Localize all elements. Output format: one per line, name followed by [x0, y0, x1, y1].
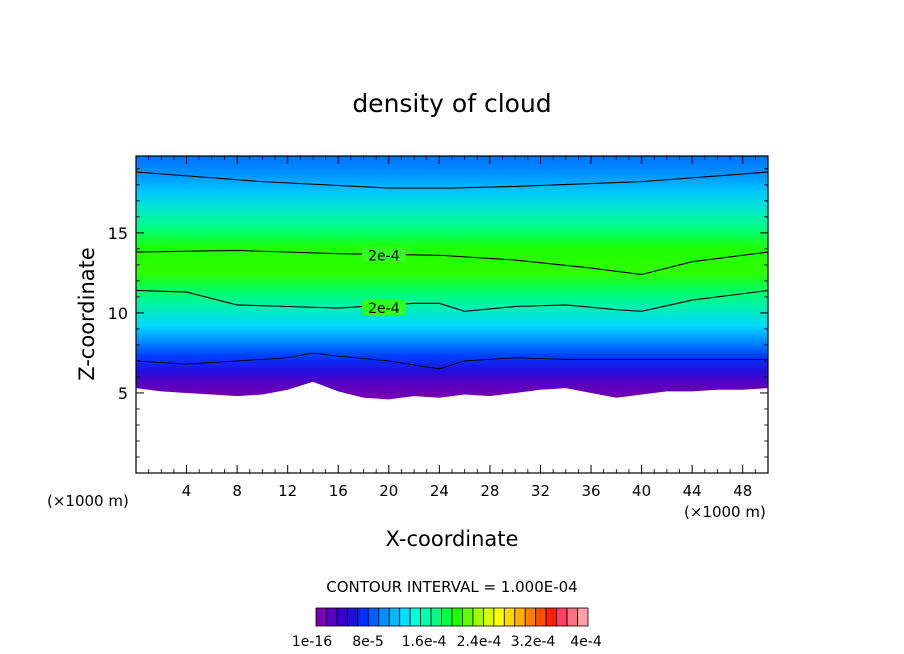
contour-line: [136, 352, 768, 370]
x-unit-left: (×1000 m): [47, 492, 129, 510]
colorbar-swatch: [556, 607, 568, 627]
plot-area: 2e-4 2e-4: [136, 156, 768, 400]
colorbar-swatch: [441, 607, 453, 627]
x-unit-right: (×1000 m): [684, 503, 766, 521]
colorbar-swatch: [378, 607, 390, 627]
x-tick-label: 44: [683, 482, 702, 500]
colorbar-swatch: [326, 607, 338, 627]
contour-line: [136, 249, 768, 276]
x-tick-label: 16: [329, 482, 348, 500]
contour-label-bg: [361, 247, 406, 263]
colorbar-swatch: [566, 607, 578, 627]
colorbar-swatch: [577, 607, 589, 627]
colorbar-swatch: [451, 607, 463, 627]
y-tick-label: 15: [108, 224, 128, 243]
colorbar-swatch: [493, 607, 505, 627]
y-axis-label: Z-coordinate: [75, 247, 99, 381]
x-tick-label: 48: [733, 482, 752, 500]
colorbar-swatch: [420, 607, 432, 627]
x-tick-label: 4: [182, 482, 192, 500]
x-tick-label: 40: [632, 482, 651, 500]
x-tick-label: 32: [531, 482, 550, 500]
colorbar-swatch: [388, 607, 401, 627]
colorbar-swatch: [514, 607, 526, 627]
x-tick-label: 24: [430, 482, 449, 500]
colorbar-swatch: [430, 607, 442, 627]
colorbar-label: 1e-16: [292, 634, 332, 650]
x-tick-label: 20: [379, 482, 398, 500]
x-tick-label: 8: [232, 482, 242, 500]
colorbar-label: 2.4e-4: [457, 634, 502, 650]
colorbar-swatch: [535, 607, 547, 627]
y-tick-label: 5: [118, 384, 128, 403]
x-tick-label: 12: [278, 482, 297, 500]
colorbar-swatch: [357, 607, 369, 627]
colorbar-swatch: [482, 607, 495, 627]
x-tick-label: 36: [581, 482, 600, 500]
colorbar-label: 3.2e-4: [511, 634, 556, 650]
chart-title: density of cloud: [352, 89, 551, 118]
colorbar-swatch: [462, 607, 474, 627]
colorbar-swatch: [472, 607, 484, 627]
colorbar-swatch: [315, 607, 327, 627]
colorbar-swatch: [367, 607, 380, 627]
contour-line: [136, 289, 768, 312]
colorbar-swatch: [524, 607, 537, 627]
colorbar: 1e-16 8e-5 1.6e-4 2.4e-4 3.2e-4 4e-4: [292, 607, 602, 650]
contour-line: [136, 171, 768, 189]
contour-interval-text: CONTOUR INTERVAL = 1.000E-04: [326, 578, 577, 596]
colorbar-swatch: [399, 607, 411, 627]
colorbar-swatch: [503, 607, 516, 627]
cloud-density-field: [136, 156, 768, 400]
y-tick-label: 10: [108, 304, 128, 323]
colorbar-swatch: [409, 607, 422, 627]
x-tick-label: 28: [480, 482, 499, 500]
contour-label: 2e-4: [368, 248, 400, 264]
contour-label-bg: [361, 300, 406, 316]
colorbar-label: 4e-4: [570, 634, 602, 650]
colorbar-label: 8e-5: [352, 634, 383, 650]
colorbar-swatch: [336, 607, 348, 627]
contour-label: 2e-4: [368, 301, 400, 317]
colorbar-swatch: [346, 607, 359, 627]
x-axis-label: X-coordinate: [386, 527, 519, 551]
colorbar-label: 1.6e-4: [402, 634, 447, 650]
colorbar-swatch: [545, 607, 558, 627]
